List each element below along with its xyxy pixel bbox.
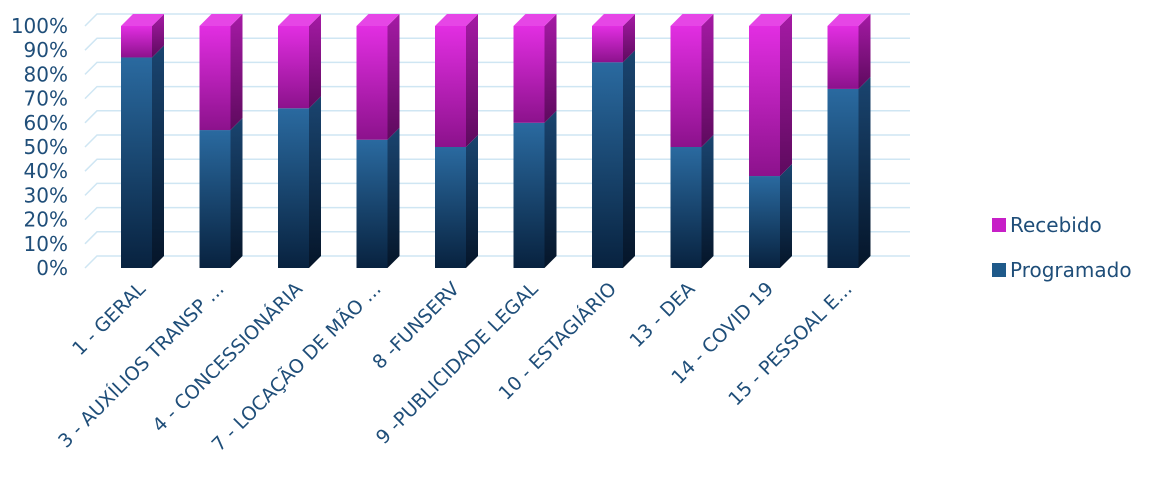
- bar-stack: [278, 14, 321, 268]
- y-tick-label: 60%: [24, 111, 68, 135]
- y-tick-label: 30%: [24, 183, 68, 207]
- y-tick-label: 40%: [24, 159, 68, 183]
- gridline: [84, 61, 910, 75]
- bar-side-programado: [309, 96, 321, 268]
- x-category-label: 4 - CONCESSIONÁRIA: [148, 277, 307, 436]
- bar-segment-recebido: [827, 26, 859, 89]
- legend: Recebido Programado: [992, 213, 1132, 282]
- bar-side-programado: [387, 127, 400, 269]
- bar-top-cap: [670, 14, 714, 26]
- gridline: [84, 13, 910, 27]
- gridline: [84, 231, 910, 245]
- bar-segment-recebido: [199, 26, 231, 131]
- bar-side-programado: [623, 50, 635, 268]
- bar-segment-recebido: [121, 26, 152, 58]
- bar-side-recebido: [466, 14, 478, 147]
- y-tick-label: 20%: [24, 208, 68, 232]
- bar-segment-programado: [827, 88, 859, 268]
- gridlines: [84, 13, 910, 269]
- bar-side-programado: [466, 135, 478, 268]
- bar-segment-programado: [199, 130, 231, 268]
- bar-segment-programado: [592, 62, 623, 268]
- bar-stack: [121, 14, 164, 269]
- bar-side-recebido: [387, 14, 400, 140]
- bar-segment-programado: [670, 147, 702, 268]
- bar-top-cap: [278, 14, 321, 26]
- bar-segment-recebido: [670, 26, 702, 147]
- gridline: [84, 37, 910, 51]
- bar-side-recebido: [858, 14, 871, 89]
- y-tick-label: 80%: [24, 62, 68, 86]
- bar-stack: [592, 14, 635, 268]
- bar-side-recebido: [623, 14, 635, 63]
- bar-side-programado: [544, 110, 557, 268]
- bar-stack: [199, 14, 243, 268]
- bar-segment-recebido: [356, 26, 388, 140]
- bar-segment-programado: [435, 147, 466, 268]
- bar-segment-programado: [513, 122, 545, 268]
- gridline: [84, 255, 910, 269]
- bar-side-recebido: [230, 14, 243, 131]
- x-category-label: 9 -PUBLICIDADE LEGAL: [372, 278, 543, 449]
- legend-label-recebido: Recebido: [1010, 213, 1102, 237]
- gridline: [84, 206, 910, 221]
- bar-segment-programado: [121, 57, 152, 269]
- bar-side-programado: [701, 135, 714, 268]
- bar-segment-recebido: [278, 26, 309, 109]
- gridline: [84, 85, 910, 100]
- bar-top-cap: [592, 14, 635, 26]
- bar-segment-programado: [356, 139, 388, 268]
- x-category-label: 1 - GERAL: [68, 278, 150, 360]
- bar-side-recebido: [309, 14, 321, 109]
- x-category-label: 3 - AUXÍLIOS TRANSP ...: [53, 277, 228, 452]
- bar-side-programado: [780, 164, 792, 268]
- gridline: [84, 158, 910, 172]
- gridline: [84, 134, 910, 148]
- bar-top-cap: [356, 14, 400, 26]
- y-axis-ticks: 0%10%20%30%40%50%60%70%80%90%100%: [11, 14, 68, 280]
- bar-side-programado: [230, 118, 243, 268]
- bar-stack: [827, 14, 871, 268]
- y-tick-label: 90%: [24, 38, 68, 62]
- bar-segment-recebido: [435, 26, 466, 147]
- legend-label-programado: Programado: [1010, 258, 1132, 282]
- bar-top-cap: [513, 14, 557, 26]
- bar-top-cap: [749, 14, 792, 26]
- bar-side-recebido: [780, 14, 792, 177]
- y-tick-label: 70%: [24, 87, 68, 111]
- bar-stack: [356, 14, 400, 269]
- gridline: [84, 110, 910, 124]
- y-tick-label: 100%: [11, 14, 68, 38]
- bar-segment-recebido: [513, 26, 545, 123]
- bar-segment-programado: [278, 108, 309, 268]
- y-tick-label: 0%: [36, 256, 68, 280]
- bar-top-cap: [435, 14, 478, 26]
- x-category-label: 13 - DEA: [625, 278, 699, 352]
- bar-segment-programado: [749, 176, 780, 268]
- y-tick-label: 50%: [24, 135, 68, 159]
- bar-stack: [749, 14, 792, 268]
- bar-top-cap: [199, 14, 243, 26]
- bar-segment-recebido: [749, 26, 780, 177]
- y-tick-label: 10%: [24, 232, 68, 256]
- bar-stack: [435, 14, 478, 268]
- gridline: [84, 182, 910, 196]
- bar-stack: [670, 14, 714, 268]
- bar-side-recebido: [701, 14, 714, 147]
- legend-swatch-recebido: [992, 218, 1006, 232]
- bar-side-recebido: [544, 14, 557, 123]
- legend-swatch-programado: [992, 263, 1006, 277]
- bar-top-cap: [827, 14, 871, 26]
- bar-stack: [513, 14, 557, 268]
- bar-side-programado: [858, 76, 871, 268]
- bars: [121, 14, 871, 269]
- bar-top-cap: [121, 14, 164, 26]
- bar-segment-recebido: [592, 26, 623, 63]
- bar-side-recebido: [152, 14, 164, 58]
- bar-side-programado: [152, 45, 164, 269]
